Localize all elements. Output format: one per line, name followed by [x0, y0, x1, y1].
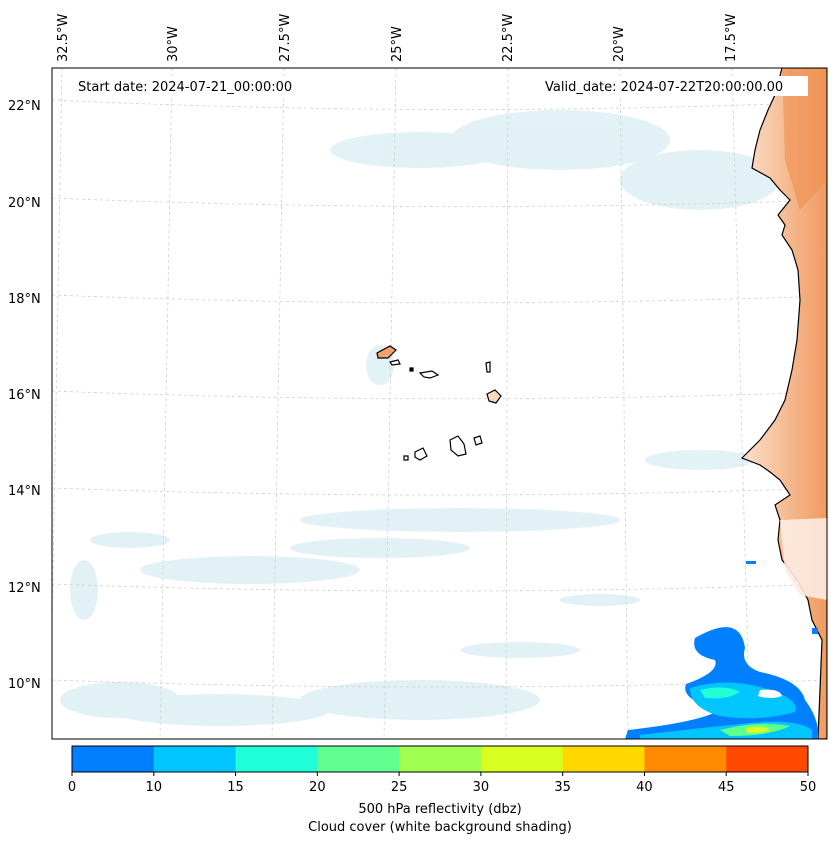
- colorbar-ticks: 0 10 15 20 25 30 35 40 45 50: [68, 772, 816, 795]
- colorbar-tick-label: 35: [554, 780, 571, 795]
- lon-label: 17.5°W: [724, 14, 739, 62]
- colorbar-tick-label: 25: [391, 780, 408, 795]
- island-santiago: [449, 435, 467, 457]
- lat-label: 20°N: [8, 196, 41, 211]
- lon-label: 32.5°W: [56, 14, 71, 62]
- lon-label: 30°W: [166, 26, 181, 62]
- colorbar-tick-label: 15: [227, 780, 244, 795]
- map-panel: Start date: 2024-07-21_00:00:00 Valid_da…: [51, 67, 828, 740]
- colorbar-label-cloud: Cloud cover (white background shading): [308, 820, 572, 835]
- colorbar-tick-label: 20: [309, 780, 326, 795]
- colorbar-tick-label: 10: [146, 780, 163, 795]
- colorbar-segment: [644, 746, 727, 772]
- lat-label: 12°N: [8, 581, 41, 596]
- graticule: [52, 68, 827, 739]
- colorbar-label-reflectivity: 500 hPa reflectivity (dbz): [358, 802, 521, 817]
- valid-date-label: Valid_date: 2024-07-22T20:00:00.00: [545, 80, 783, 95]
- colorbar-tick-label: 30: [473, 780, 490, 795]
- longitude-labels: 32.5°W 30°W 27.5°W 25°W 22.5°W 20°W 17.5…: [56, 14, 739, 62]
- island-sao-vicente: [389, 359, 401, 366]
- cape-verde-islands: [376, 345, 502, 461]
- colorbar-segment: [153, 746, 237, 772]
- lon-label: 20°W: [612, 26, 627, 62]
- africa-land: [740, 68, 827, 739]
- valid-date-box: [538, 76, 808, 96]
- island-maio: [473, 435, 483, 446]
- colorbar: 0 10 15 20 25 30 35 40 45 50 500 hPa reflectivity…: [68, 745, 816, 835]
- colorbar-segment: [399, 746, 482, 772]
- colorbar-segment: [726, 746, 809, 772]
- colorbar-tick-label: 40: [636, 780, 653, 795]
- map-frame: [51, 67, 828, 740]
- cloud-cover-shading: [60, 110, 780, 726]
- lat-label: 10°N: [8, 677, 41, 692]
- start-date-box: [72, 76, 312, 96]
- island-sao-nicolau: [418, 370, 440, 379]
- island-brava: [403, 455, 409, 461]
- colorbar-segment: [480, 746, 564, 772]
- lon-label: 22.5°W: [501, 14, 516, 62]
- lon-label: 27.5°W: [278, 14, 293, 62]
- colorbar-frame: [71, 745, 809, 773]
- colorbar-segment: [235, 746, 318, 772]
- latitude-labels: 22°N 20°N 18°N 16°N 14°N 12°N 10°N: [8, 99, 41, 692]
- lat-label: 16°N: [8, 388, 41, 403]
- lat-label: 14°N: [8, 484, 41, 499]
- colorbar-tick-label: 50: [800, 780, 817, 795]
- colorbar-tick-label: 45: [718, 780, 735, 795]
- colorbar-segment: [317, 746, 400, 772]
- colorbar-segments: [72, 746, 809, 772]
- colorbar-segment: [562, 746, 645, 772]
- colorbar-tick-label: 0: [68, 780, 76, 795]
- island-sal: [485, 361, 491, 373]
- reflectivity-field: [625, 561, 819, 739]
- lon-label: 25°W: [390, 26, 405, 62]
- island-santo-antao: [376, 345, 397, 359]
- start-date-label: Start date: 2024-07-21_00:00:00: [78, 80, 292, 95]
- island-fogo: [414, 447, 428, 461]
- lat-label: 18°N: [8, 292, 41, 307]
- lat-label: 22°N: [8, 99, 41, 114]
- colorbar-segment: [72, 746, 155, 772]
- island-boa-vista: [486, 389, 502, 404]
